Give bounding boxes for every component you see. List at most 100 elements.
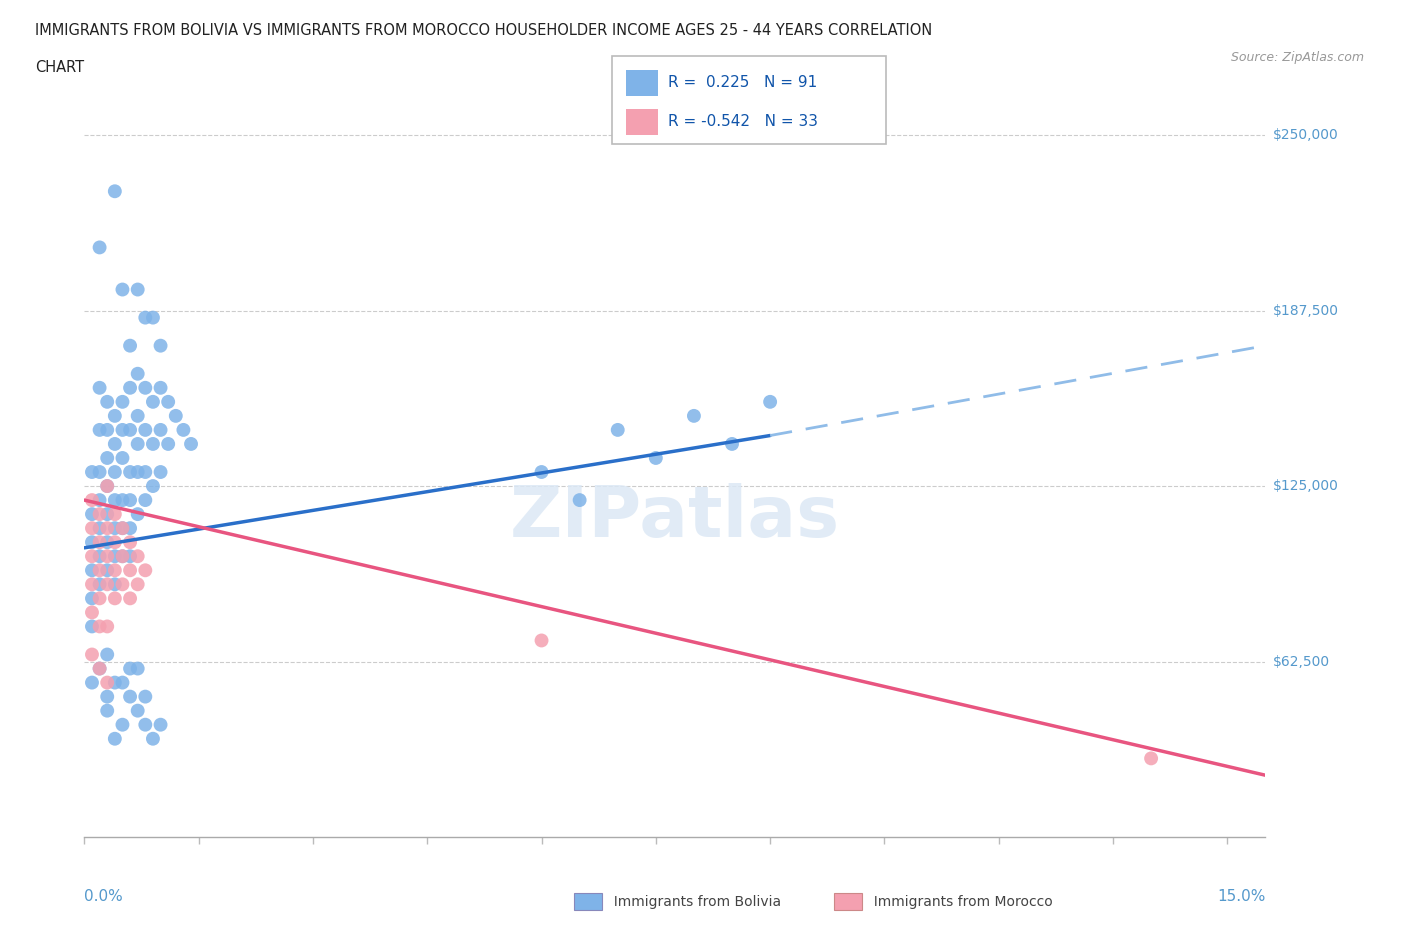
Point (120, 521, 142, 536)
Point (89, 422, 111, 437)
Point (120, 493, 142, 508)
Point (96, 422, 118, 437)
Text: 0.0%: 0.0% (84, 889, 124, 904)
Point (80, 591, 103, 605)
Point (149, 339, 172, 353)
Text: $250,000: $250,000 (1272, 128, 1339, 142)
Point (134, 311, 156, 325)
Text: R =  0.225   N = 91: R = 0.225 N = 91 (668, 75, 817, 90)
Point (104, 577, 127, 591)
Text: $62,500: $62,500 (1272, 655, 1330, 669)
Point (134, 493, 156, 508)
Point (96, 675, 118, 690)
Point (104, 436, 127, 451)
Point (134, 465, 156, 480)
Point (127, 408, 149, 423)
Point (721, 436, 744, 451)
Point (89, 549, 111, 564)
Point (104, 549, 127, 564)
Point (80, 647, 103, 662)
Point (89, 577, 111, 591)
Text: CHART: CHART (35, 60, 84, 75)
Point (96, 535, 118, 550)
Point (104, 675, 127, 690)
Point (96, 563, 118, 578)
Point (142, 479, 165, 494)
Point (120, 380, 142, 395)
Text: ZIPatlas: ZIPatlas (510, 483, 839, 551)
FancyBboxPatch shape (626, 109, 658, 135)
Point (127, 282, 149, 297)
FancyBboxPatch shape (834, 893, 862, 910)
Point (80, 549, 103, 564)
Point (568, 493, 591, 508)
Point (89, 240, 111, 255)
Point (80, 521, 103, 536)
Point (142, 394, 165, 409)
Point (80, 577, 103, 591)
Point (96, 689, 118, 704)
Point (111, 282, 134, 297)
Point (530, 465, 553, 480)
Point (127, 366, 149, 381)
FancyBboxPatch shape (574, 893, 602, 910)
Point (104, 408, 127, 423)
Point (149, 422, 172, 437)
Point (80, 507, 103, 522)
Point (111, 422, 134, 437)
Point (157, 436, 180, 451)
Point (165, 408, 187, 423)
Point (134, 689, 156, 704)
Text: R = -0.542   N = 33: R = -0.542 N = 33 (668, 114, 818, 129)
Point (120, 465, 142, 480)
Point (127, 577, 149, 591)
Point (127, 661, 149, 676)
Point (80, 493, 103, 508)
Point (80, 535, 103, 550)
Point (96, 703, 118, 718)
Point (111, 549, 134, 564)
Point (142, 436, 165, 451)
Point (96, 507, 118, 522)
Point (89, 661, 111, 676)
Point (96, 479, 118, 494)
Point (80, 563, 103, 578)
Point (157, 394, 180, 409)
Text: Source: ZipAtlas.com: Source: ZipAtlas.com (1230, 51, 1364, 64)
Point (104, 563, 127, 578)
Point (89, 591, 111, 605)
Point (134, 563, 156, 578)
Point (104, 591, 127, 605)
Point (120, 689, 142, 704)
Point (127, 436, 149, 451)
Point (104, 507, 127, 522)
Point (127, 465, 149, 480)
Point (111, 450, 134, 465)
Point (644, 450, 666, 465)
Point (96, 521, 118, 536)
Point (89, 493, 111, 508)
Point (89, 535, 111, 550)
Point (96, 479, 118, 494)
Point (111, 394, 134, 409)
Point (96, 577, 118, 591)
Point (104, 535, 127, 550)
Point (80, 619, 103, 634)
Point (96, 450, 118, 465)
Point (120, 661, 142, 676)
Point (111, 717, 134, 732)
Point (89, 563, 111, 578)
Point (89, 380, 111, 395)
Text: IMMIGRANTS FROM BOLIVIA VS IMMIGRANTS FROM MOROCCO HOUSEHOLDER INCOME AGES 25 - : IMMIGRANTS FROM BOLIVIA VS IMMIGRANTS FR… (35, 23, 932, 38)
Point (111, 521, 134, 536)
Point (89, 661, 111, 676)
Point (80, 604, 103, 619)
Point (89, 521, 111, 536)
Point (759, 394, 782, 409)
Point (120, 591, 142, 605)
Point (134, 422, 156, 437)
Point (80, 465, 103, 480)
Text: Immigrants from Bolivia: Immigrants from Bolivia (605, 895, 780, 910)
Point (683, 408, 706, 423)
Point (104, 731, 127, 746)
